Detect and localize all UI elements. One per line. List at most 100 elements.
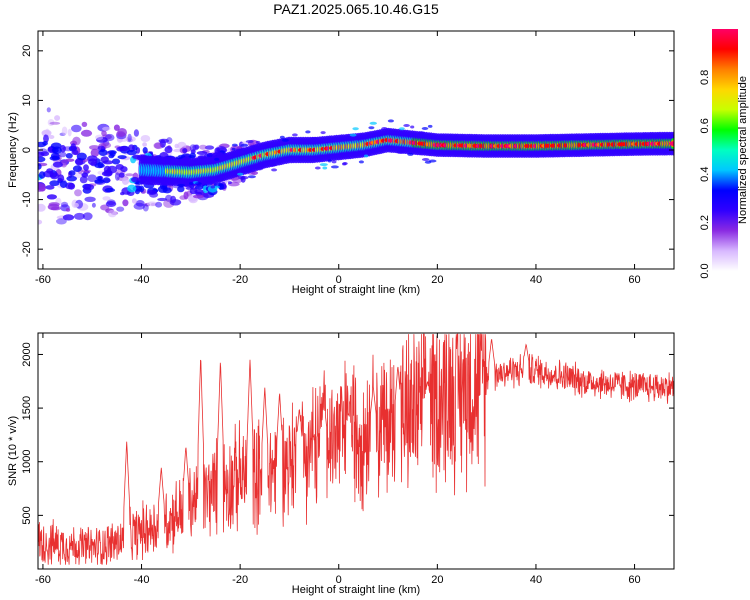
spectrogram-cell — [50, 206, 61, 211]
spectrogram-cell — [349, 133, 357, 137]
spectrogram-cell — [122, 199, 129, 207]
spectrogram-x-tick-label: 60 — [628, 274, 640, 286]
spectrogram-cell — [237, 172, 244, 176]
spectrogram-cell — [281, 138, 289, 142]
spectrogram-cell — [50, 152, 60, 160]
spectrogram-cell — [240, 176, 245, 180]
spectrogram-panel: -60 -40 -20 0 20 40 60 -20 -10 0 10 20 Height of s… — [7, 30, 675, 296]
snr-y-tick-label: 1000 — [21, 449, 33, 473]
spectrogram-cell — [60, 201, 69, 208]
spectrogram-cell — [177, 183, 186, 187]
spectrogram-cell — [183, 191, 189, 200]
spectrogram-cell — [247, 175, 256, 179]
spectrogram-cell — [40, 151, 50, 157]
spectrogram-cell — [314, 166, 321, 170]
spectrogram-cell — [319, 163, 328, 167]
spectrogram-x-tick-label: 40 — [530, 274, 542, 286]
spectrogram-cell — [199, 144, 207, 150]
spectrogram-cell — [52, 161, 63, 168]
spectrogram-cell — [38, 156, 46, 163]
spectrogram-y-label: Frequency (Hz) — [7, 112, 19, 188]
spectrogram-cell — [125, 136, 136, 142]
spectrogram-cell — [240, 143, 249, 147]
spectrogram-cell — [164, 146, 173, 154]
colorbar-tick-label: 0.4 — [699, 167, 711, 182]
spectrogram-cell — [245, 140, 254, 143]
spectrogram-cell — [38, 141, 47, 148]
spectrogram-cell — [89, 145, 100, 150]
spectrogram-cell — [107, 209, 117, 218]
spectrogram-cell — [117, 155, 127, 160]
spectrogram-y-tick-label: 10 — [21, 94, 33, 106]
spectrogram-x-tick-label: -40 — [134, 274, 150, 286]
colorbar-tick-label: 0.8 — [699, 70, 711, 85]
spectrogram-cell — [131, 176, 139, 183]
spectrogram-cell — [102, 177, 111, 184]
spectrogram-cell — [98, 149, 108, 157]
spectrogram-cell — [125, 173, 134, 177]
spectrogram-cell — [271, 168, 278, 172]
spectrogram-cell — [52, 146, 62, 155]
figure-title: PAZ1.2025.065.10.46.G15 — [273, 1, 439, 17]
spectrogram-cell — [195, 182, 202, 185]
spectrogram-cell — [410, 125, 415, 129]
spectrogram-cell — [65, 153, 73, 159]
spectrogram-cell — [114, 172, 120, 181]
spectrogram-cell — [81, 172, 89, 178]
spectrogram-cell — [235, 148, 243, 152]
spectrogram-cell — [322, 166, 328, 170]
spectrogram-cell — [102, 160, 114, 165]
spectrogram-cell — [48, 135, 55, 139]
spectrogram-cell — [46, 107, 51, 113]
spectrogram-cell — [342, 162, 347, 166]
spectrogram-cell — [207, 152, 214, 156]
spectrogram-cell — [189, 182, 194, 185]
spectrogram-cell — [67, 128, 72, 137]
spectrogram-cell — [310, 136, 319, 140]
spectrogram-cell — [43, 134, 49, 143]
spectrogram-cell — [57, 174, 65, 182]
colorbar: 0.0 0.2 0.4 0.6 0.8 Normalized spectral ampl… — [699, 29, 749, 279]
spectrogram-cell — [127, 184, 137, 193]
spectrogram-cell — [87, 174, 97, 182]
spectrogram-cell — [90, 148, 100, 157]
spectrogram-cell — [407, 152, 414, 156]
spectrogram-cell — [133, 129, 139, 137]
spectrogram-cell — [210, 185, 216, 189]
snr-y-ticks: 500 1000 1500 2000 — [21, 342, 674, 525]
spectrogram-cell — [87, 158, 98, 166]
spectrogram-cell — [116, 206, 125, 212]
spectrogram-cell — [68, 170, 76, 176]
spectrogram-cell — [116, 146, 125, 152]
spectrogram-cell — [142, 203, 149, 212]
spectrogram-cell — [54, 115, 61, 121]
spectrogram-x-tick-label: -20 — [232, 274, 248, 286]
snr-y-tick-label: 2000 — [21, 342, 33, 366]
spectrogram-cell — [66, 175, 77, 182]
spectrogram-cell — [127, 133, 132, 142]
spectrogram-cell — [38, 163, 42, 170]
colorbar-tick-label: 0.2 — [699, 215, 711, 230]
snr-x-tick-label: -60 — [35, 574, 51, 586]
snr-x-tick-label: 0 — [336, 574, 342, 586]
spectrogram-cell — [49, 121, 61, 125]
spectrogram-cell — [76, 152, 87, 161]
spectrogram-y-tick-label: 20 — [21, 45, 33, 57]
spectrogram-cell — [669, 141, 674, 146]
spectrogram-cell — [194, 189, 206, 195]
spectrogram-cell — [358, 160, 364, 164]
spectrogram-cell — [157, 197, 168, 202]
spectrogram-cell — [38, 219, 43, 225]
spectrogram-cell — [227, 181, 232, 185]
spectrogram-cell — [138, 185, 145, 193]
spectrogram-cell — [146, 201, 158, 207]
spectrogram-cell — [108, 153, 115, 159]
spectrogram-cell — [71, 149, 79, 155]
spectrogram-cell — [427, 124, 433, 128]
colorbar-scale — [712, 29, 738, 271]
spectrogram-cell — [126, 149, 137, 156]
spectrogram-cell — [166, 137, 173, 145]
spectrogram-cell — [193, 194, 204, 199]
spectrogram-cell — [62, 214, 75, 221]
colorbar-label: Normalized spectral amplitude — [737, 76, 749, 224]
